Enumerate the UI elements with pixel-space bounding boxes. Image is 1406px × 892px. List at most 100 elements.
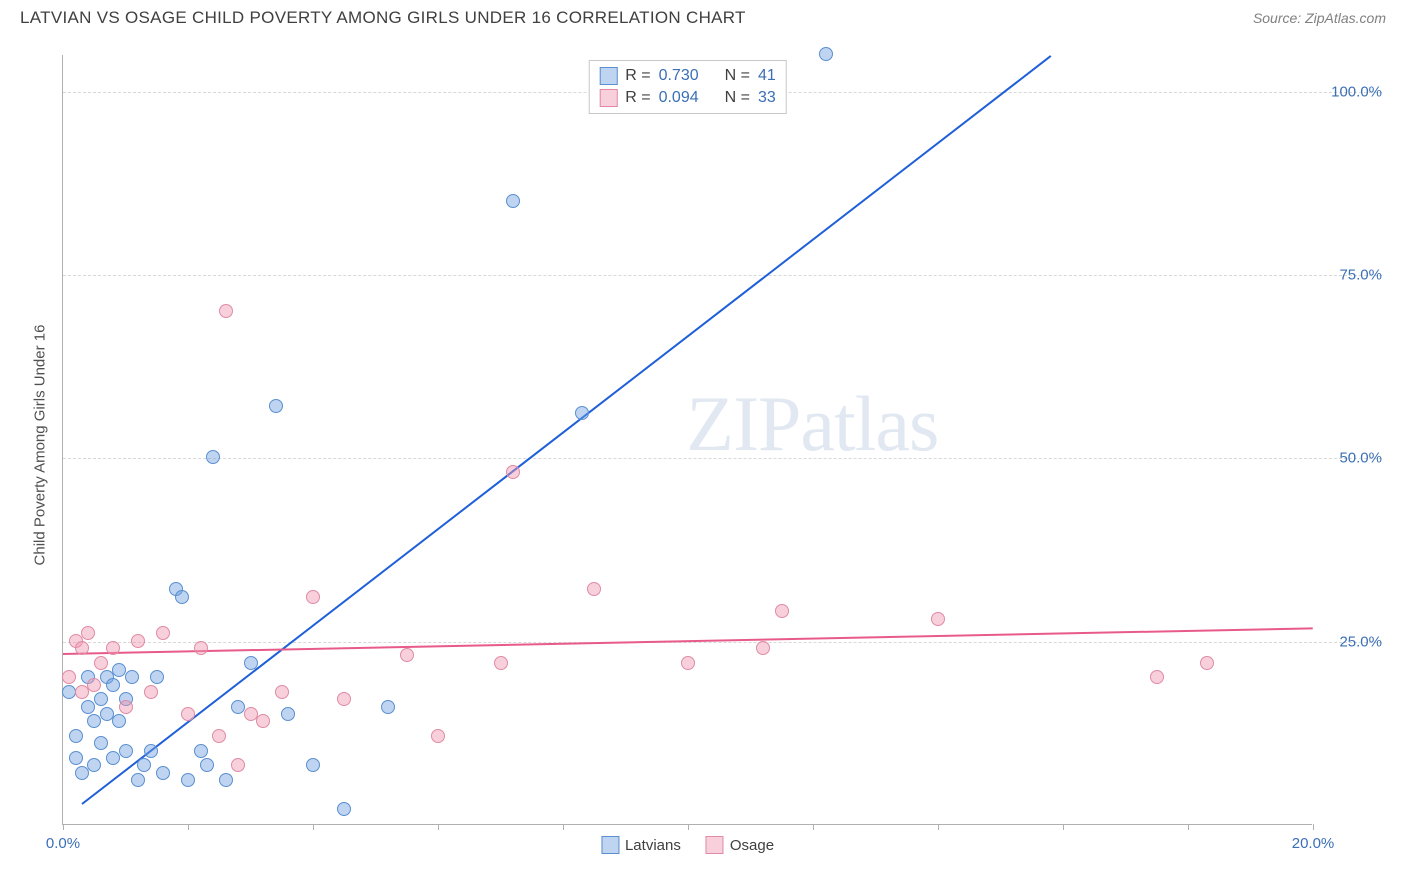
swatch-osage: [706, 836, 724, 854]
xtick: [188, 824, 189, 830]
datapoint-latvians: [381, 700, 395, 714]
datapoint-latvians: [156, 766, 170, 780]
datapoint-osage: [756, 641, 770, 655]
ytick-label: 25.0%: [1331, 633, 1382, 650]
xtick: [1063, 824, 1064, 830]
datapoint-latvians: [125, 670, 139, 684]
xtick: [1188, 824, 1189, 830]
swatch-latvians: [601, 836, 619, 854]
watermark-bold: ZIP: [686, 380, 800, 467]
datapoint-osage: [81, 626, 95, 640]
datapoint-osage: [244, 707, 258, 721]
datapoint-osage: [219, 304, 233, 318]
correlation-legend: R = 0.730 N = 41 R = 0.094 N = 33: [588, 60, 787, 114]
legend-row-latvians: R = 0.730 N = 41: [599, 65, 776, 87]
datapoint-latvians: [144, 744, 158, 758]
datapoint-osage: [306, 590, 320, 604]
datapoint-latvians: [94, 692, 108, 706]
watermark: ZIPatlas: [686, 379, 938, 469]
datapoint-latvians: [69, 751, 83, 765]
xtick-label: 0.0%: [46, 835, 80, 852]
datapoint-osage: [181, 707, 195, 721]
datapoint-latvians: [69, 729, 83, 743]
datapoint-osage: [131, 634, 145, 648]
legend-label-latvians: Latvians: [625, 837, 681, 854]
xtick: [688, 824, 689, 830]
swatch-osage: [599, 89, 617, 107]
xtick: [63, 824, 64, 830]
datapoint-latvians: [819, 47, 833, 61]
datapoint-osage: [400, 648, 414, 662]
datapoint-latvians: [119, 744, 133, 758]
datapoint-latvians: [181, 773, 195, 787]
xtick: [438, 824, 439, 830]
datapoint-latvians: [106, 751, 120, 765]
datapoint-latvians: [106, 678, 120, 692]
trendline-latvians: [81, 55, 1051, 805]
r-value-osage: 0.094: [659, 89, 699, 107]
datapoint-osage: [156, 626, 170, 640]
datapoint-osage: [681, 656, 695, 670]
chart-container: Child Poverty Among Girls Under 16 ZIPat…: [50, 45, 1380, 845]
legend-item-osage: Osage: [706, 836, 774, 854]
datapoint-latvians: [75, 766, 89, 780]
datapoint-osage: [506, 465, 520, 479]
y-axis-label: Child Poverty Among Girls Under 16: [32, 325, 49, 566]
source-attribution: Source: ZipAtlas.com: [1253, 10, 1386, 26]
datapoint-osage: [1200, 656, 1214, 670]
datapoint-latvians: [194, 744, 208, 758]
legend-item-latvians: Latvians: [601, 836, 681, 854]
xtick: [563, 824, 564, 830]
xtick: [1313, 824, 1314, 830]
datapoint-latvians: [306, 758, 320, 772]
n-label: N =: [725, 67, 750, 85]
datapoint-latvians: [131, 773, 145, 787]
datapoint-osage: [275, 685, 289, 699]
gridline-h: [63, 275, 1382, 276]
datapoint-latvians: [281, 707, 295, 721]
datapoint-osage: [431, 729, 445, 743]
datapoint-osage: [87, 678, 101, 692]
xtick-label: 20.0%: [1292, 835, 1335, 852]
r-label: R =: [625, 89, 650, 107]
datapoint-latvians: [112, 714, 126, 728]
datapoint-latvians: [200, 758, 214, 772]
datapoint-osage: [337, 692, 351, 706]
swatch-latvians: [599, 67, 617, 85]
datapoint-latvians: [81, 700, 95, 714]
datapoint-latvians: [87, 758, 101, 772]
n-label: N =: [725, 89, 750, 107]
gridline-h: [63, 458, 1382, 459]
datapoint-latvians: [269, 399, 283, 413]
legend-row-osage: R = 0.094 N = 33: [599, 87, 776, 109]
chart-title: LATVIAN VS OSAGE CHILD POVERTY AMONG GIR…: [20, 8, 746, 28]
r-label: R =: [625, 67, 650, 85]
datapoint-osage: [256, 714, 270, 728]
datapoint-latvians: [244, 656, 258, 670]
datapoint-osage: [144, 685, 158, 699]
legend-label-osage: Osage: [730, 837, 774, 854]
datapoint-latvians: [87, 714, 101, 728]
ytick-label: 100.0%: [1323, 83, 1382, 100]
datapoint-latvians: [206, 450, 220, 464]
ytick-label: 50.0%: [1331, 450, 1382, 467]
xtick: [938, 824, 939, 830]
datapoint-latvians: [150, 670, 164, 684]
watermark-thin: atlas: [800, 380, 938, 467]
datapoint-osage: [94, 656, 108, 670]
gridline-h: [63, 642, 1382, 643]
n-value-latvians: 41: [758, 67, 776, 85]
datapoint-latvians: [506, 194, 520, 208]
datapoint-osage: [1150, 670, 1164, 684]
r-value-latvians: 0.730: [659, 67, 699, 85]
plot-area: ZIPatlas R = 0.730 N = 41 R = 0.094 N = …: [62, 55, 1312, 825]
datapoint-latvians: [137, 758, 151, 772]
xtick: [813, 824, 814, 830]
datapoint-latvians: [337, 802, 351, 816]
datapoint-osage: [62, 670, 76, 684]
datapoint-osage: [587, 582, 601, 596]
datapoint-latvians: [219, 773, 233, 787]
n-value-osage: 33: [758, 89, 776, 107]
datapoint-latvians: [575, 406, 589, 420]
datapoint-osage: [75, 641, 89, 655]
